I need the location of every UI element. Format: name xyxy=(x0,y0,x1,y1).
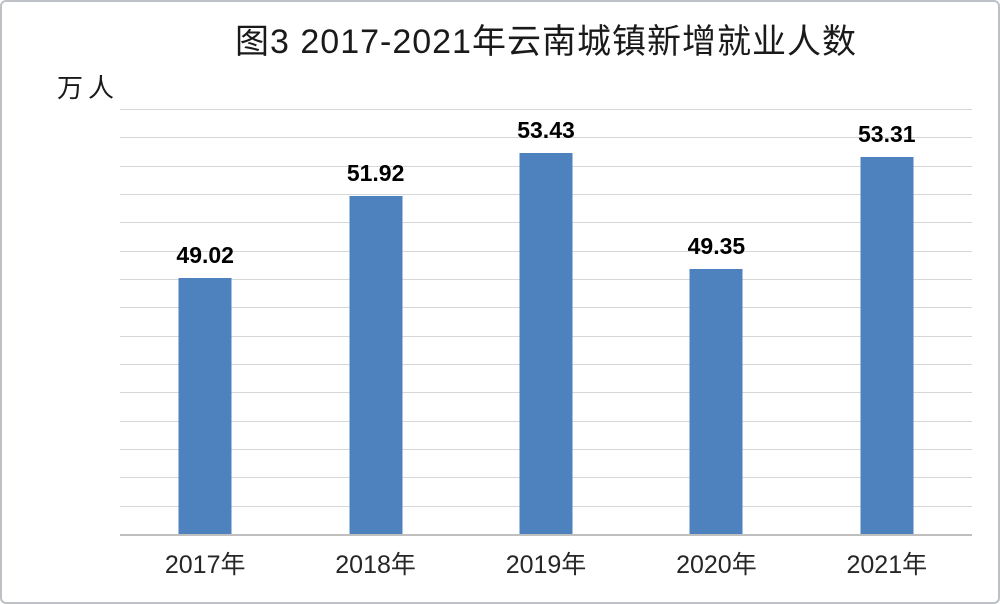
x-axis-line xyxy=(120,534,972,536)
x-tick-label: 2017年 xyxy=(164,551,246,579)
bar-value-label: 51.92 xyxy=(346,160,405,187)
bar-2018年 xyxy=(349,196,403,534)
gridline xyxy=(120,109,972,110)
bar-value-label: 53.43 xyxy=(517,117,575,144)
bar-value-label: 49.35 xyxy=(687,233,746,260)
bar-value-label: 49.02 xyxy=(176,242,234,269)
bar-2020年 xyxy=(689,269,743,534)
x-tick-label: 2019年 xyxy=(505,551,587,579)
bar-2021年 xyxy=(860,156,914,534)
chart-title: 图3 2017-2021年云南城镇新增就业人数 xyxy=(235,23,857,61)
x-tick-label: 2020年 xyxy=(676,551,757,579)
x-tick-label: 2021年 xyxy=(846,551,928,579)
bar-2019年 xyxy=(519,153,573,534)
x-tick-label: 2018年 xyxy=(335,551,416,579)
bar-2017年 xyxy=(178,278,232,534)
bar-value-label: 53.31 xyxy=(858,120,916,147)
gridline xyxy=(120,137,972,139)
x-axis: 2017年 2018年 2019年 2020年 2021年 xyxy=(120,545,972,579)
plot-area: 49.02 51.92 53.43 49.35 53.31 xyxy=(120,109,972,536)
y-axis-unit-label: 万人 xyxy=(57,73,120,103)
